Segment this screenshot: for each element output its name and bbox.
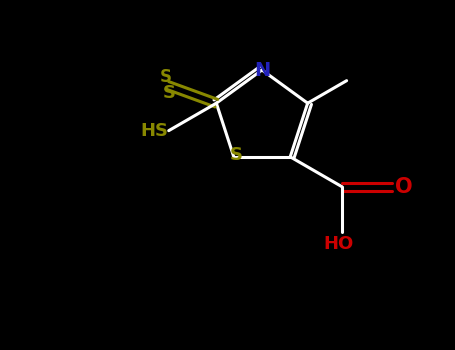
Text: O: O: [395, 177, 413, 197]
Text: HS: HS: [141, 122, 169, 140]
Text: S: S: [163, 84, 176, 103]
Text: S: S: [229, 146, 242, 164]
Text: HO: HO: [323, 235, 353, 253]
Text: S: S: [160, 68, 172, 86]
Text: N: N: [254, 61, 270, 79]
